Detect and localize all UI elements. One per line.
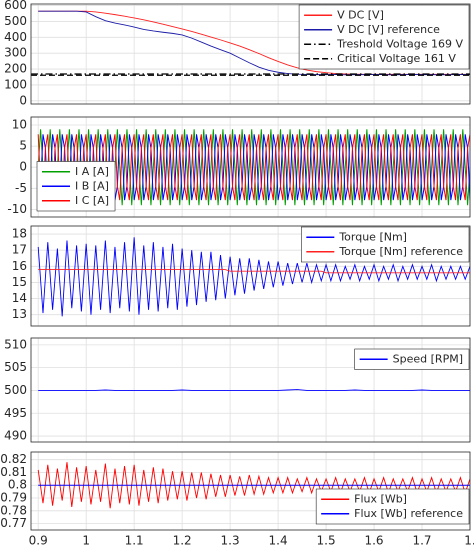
y-tick-label: 0.82	[0, 452, 27, 466]
y-tick-label: 17	[12, 243, 27, 257]
legend-label: I C [A]	[75, 194, 109, 207]
y-tick-label: 0.78	[0, 503, 27, 517]
y-tick-label: 0.77	[0, 516, 27, 530]
series-line	[38, 269, 470, 274]
y-tick-label: 15	[12, 275, 27, 289]
y-tick-label: 490	[4, 429, 27, 443]
y-tick-label: -5	[15, 181, 27, 195]
legend: Speed [RPM]	[354, 348, 470, 370]
legend-label: Torque [Nm]	[338, 230, 407, 243]
y-tick-label: 500	[4, 14, 27, 28]
y-tick-label: 5	[19, 139, 27, 153]
y-tick-label: 400	[4, 30, 27, 44]
series-line	[38, 10, 470, 76]
y-tick-label: -10	[7, 202, 27, 216]
y-tick-label: 600	[4, 0, 27, 12]
y-tick-label: 16	[12, 259, 27, 273]
x-tick-label: 1.1	[125, 534, 144, 548]
plot-data	[37, 237, 470, 317]
y-tick-label: 495	[4, 406, 27, 420]
legend-box	[301, 226, 470, 263]
legend: Torque [Nm] Torque [Nm] reference	[301, 226, 470, 263]
legend-label: Torque [Nm] reference	[338, 245, 463, 258]
legend-label: V DC [V]	[337, 8, 384, 21]
y-tick-label: 300	[4, 46, 27, 60]
x-tick-label: 1.5	[317, 534, 336, 548]
x-tick-label: 1.3	[221, 534, 240, 548]
y-tick-label: 14	[12, 291, 27, 305]
legend-label: Critical Voltage 161 V	[337, 52, 456, 65]
y-tick-label: 0.79	[0, 491, 27, 505]
series-line	[37, 237, 470, 317]
plot-data	[38, 389, 470, 391]
legend: Flux [Wb] Flux [Wb] reference	[315, 488, 470, 525]
y-tick-label: 10	[12, 118, 27, 132]
x-tick-label: 1	[82, 534, 90, 548]
x-tick-label: 1.4	[269, 534, 288, 548]
y-tick-label: 0.81	[0, 465, 27, 479]
legend-label: I B [A]	[75, 179, 109, 192]
y-tick-label: 100	[4, 77, 27, 91]
legend-label: Flux [Wb]	[354, 492, 407, 505]
series-line	[37, 134, 470, 201]
y-tick-label: 18	[12, 227, 27, 241]
legend-label: Flux [Wb] reference	[354, 507, 463, 520]
y-tick-label: 510	[4, 337, 27, 351]
y-tick-label: 200	[4, 62, 27, 76]
series-line	[38, 389, 470, 391]
axes-frame	[30, 451, 471, 531]
x-tick-label: 1.2	[173, 534, 192, 548]
legend-label: I A [A]	[75, 165, 109, 178]
x-tick-label: 1.7	[412, 534, 431, 548]
axes-frame	[30, 337, 471, 443]
axes-frame	[30, 116, 471, 218]
y-tick-label: 500	[4, 383, 27, 397]
plot-data	[31, 10, 470, 76]
legend-label: Treshold Voltage 169 V	[336, 37, 463, 50]
y-tick-label: 505	[4, 360, 27, 374]
legend-label: Speed [RPM]	[393, 352, 463, 365]
x-tick-label: 1.6	[364, 534, 383, 548]
axes-frame	[30, 225, 471, 327]
y-tick-label: 0	[19, 93, 27, 107]
y-tick-label: 0.8	[8, 478, 27, 492]
x-tick-label: 0.9	[29, 534, 48, 548]
legend-label: V DC [V] reference	[337, 23, 440, 36]
y-tick-label: 0	[19, 160, 27, 174]
legend: I A [A]I B [A] I C [A]	[36, 161, 116, 212]
axes-frame	[30, 3, 471, 105]
x-tick-label: 1.	[464, 534, 474, 548]
y-tick-label: 13	[12, 307, 27, 321]
legend-box	[315, 488, 470, 525]
legend-box	[354, 348, 470, 370]
